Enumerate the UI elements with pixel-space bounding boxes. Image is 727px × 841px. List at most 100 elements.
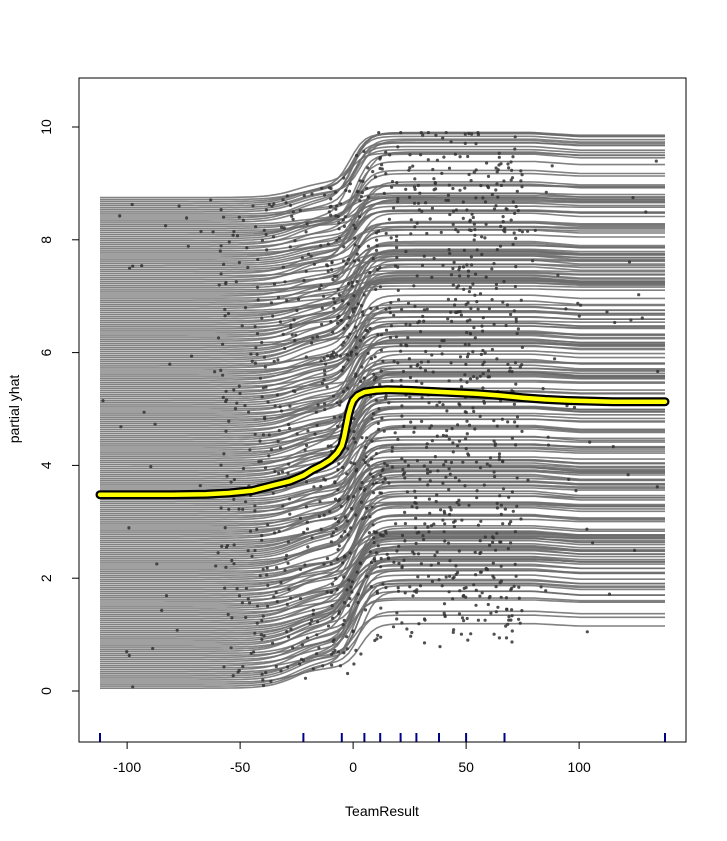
observation-point <box>356 592 360 596</box>
observation-point <box>254 225 258 229</box>
observation-point <box>495 501 499 505</box>
ice-curve <box>100 443 665 501</box>
observation-point <box>464 437 468 441</box>
observation-point <box>245 246 249 250</box>
observation-point <box>451 441 455 445</box>
ice-curve <box>100 353 665 441</box>
observation-point <box>323 402 327 406</box>
observation-point <box>317 514 321 519</box>
ice-curve <box>100 426 665 507</box>
observation-point <box>459 378 463 382</box>
observation-point <box>426 483 430 487</box>
ice-curve <box>100 160 665 242</box>
observation-point <box>464 595 468 599</box>
observation-point <box>471 215 475 220</box>
observation-point <box>416 201 421 205</box>
ice-curve <box>100 228 665 271</box>
observation-point <box>323 407 327 412</box>
observation-point <box>376 633 380 637</box>
observation-point <box>341 623 345 627</box>
observation-point <box>462 287 466 291</box>
observation-point <box>572 405 577 409</box>
observation-point <box>390 449 394 453</box>
observation-point <box>406 301 411 305</box>
observation-point <box>303 563 307 567</box>
observation-point <box>310 192 314 196</box>
observation-point <box>241 664 245 669</box>
observation-point <box>414 495 418 500</box>
ice-curve <box>100 364 665 457</box>
observation-point <box>457 268 461 272</box>
observation-point <box>510 490 514 494</box>
observation-point <box>504 323 508 328</box>
observation-point <box>333 301 337 305</box>
observation-point <box>326 444 330 448</box>
observation-point <box>349 526 353 530</box>
observation-point <box>481 196 485 200</box>
observation-point <box>494 286 498 290</box>
observation-point <box>279 409 284 413</box>
observation-point <box>467 131 471 136</box>
observation-point <box>237 507 241 511</box>
observation-point <box>364 515 368 519</box>
observation-point <box>366 463 370 467</box>
observation-points-layer <box>101 131 660 689</box>
observation-point <box>454 564 458 568</box>
observation-point <box>515 189 519 193</box>
observation-point <box>314 410 318 414</box>
observation-point <box>383 477 387 481</box>
observation-point <box>311 612 315 616</box>
observation-point <box>368 326 372 330</box>
observation-point <box>514 265 518 269</box>
ice-curve <box>100 210 665 252</box>
observation-point <box>347 578 351 582</box>
observation-point <box>627 260 632 264</box>
observation-point <box>340 343 344 347</box>
observation-point <box>288 426 292 430</box>
observation-point <box>511 200 515 204</box>
observation-point <box>447 248 451 252</box>
ice-curve <box>100 477 665 523</box>
observation-point <box>556 273 560 277</box>
observation-point <box>445 409 449 413</box>
observation-point <box>366 244 370 248</box>
observation-point <box>359 562 363 566</box>
observation-point <box>255 352 259 356</box>
observation-point <box>225 543 230 548</box>
observation-point <box>256 298 260 302</box>
ice-curve <box>100 234 665 287</box>
observation-point <box>253 361 257 365</box>
observation-point <box>425 468 429 472</box>
observation-point <box>160 608 164 612</box>
observation-point <box>235 401 239 405</box>
ice-curve <box>100 406 665 462</box>
observation-point <box>331 639 335 644</box>
ice-curve <box>100 501 665 564</box>
observation-point <box>372 540 376 545</box>
ice-curve <box>100 546 665 622</box>
observation-point <box>336 650 341 654</box>
observation-point <box>330 260 334 264</box>
observation-point <box>379 474 383 478</box>
observation-point <box>262 355 266 359</box>
observation-point <box>403 539 407 543</box>
observation-point <box>469 228 473 233</box>
observation-point <box>227 507 231 511</box>
observation-point <box>287 422 291 427</box>
observation-point <box>451 209 456 213</box>
observation-point <box>467 423 472 427</box>
observation-point <box>343 530 347 534</box>
observation-point <box>436 469 440 473</box>
observation-point <box>512 402 517 406</box>
observation-point <box>469 632 473 636</box>
observation-point <box>413 304 417 308</box>
observation-point <box>449 508 453 512</box>
observation-point <box>360 191 364 195</box>
observation-point <box>520 185 524 189</box>
observation-point <box>495 248 499 252</box>
observation-point <box>483 351 487 355</box>
observation-point <box>463 410 467 414</box>
observation-point <box>506 547 510 551</box>
observation-point <box>380 333 384 337</box>
observation-point <box>475 496 479 500</box>
